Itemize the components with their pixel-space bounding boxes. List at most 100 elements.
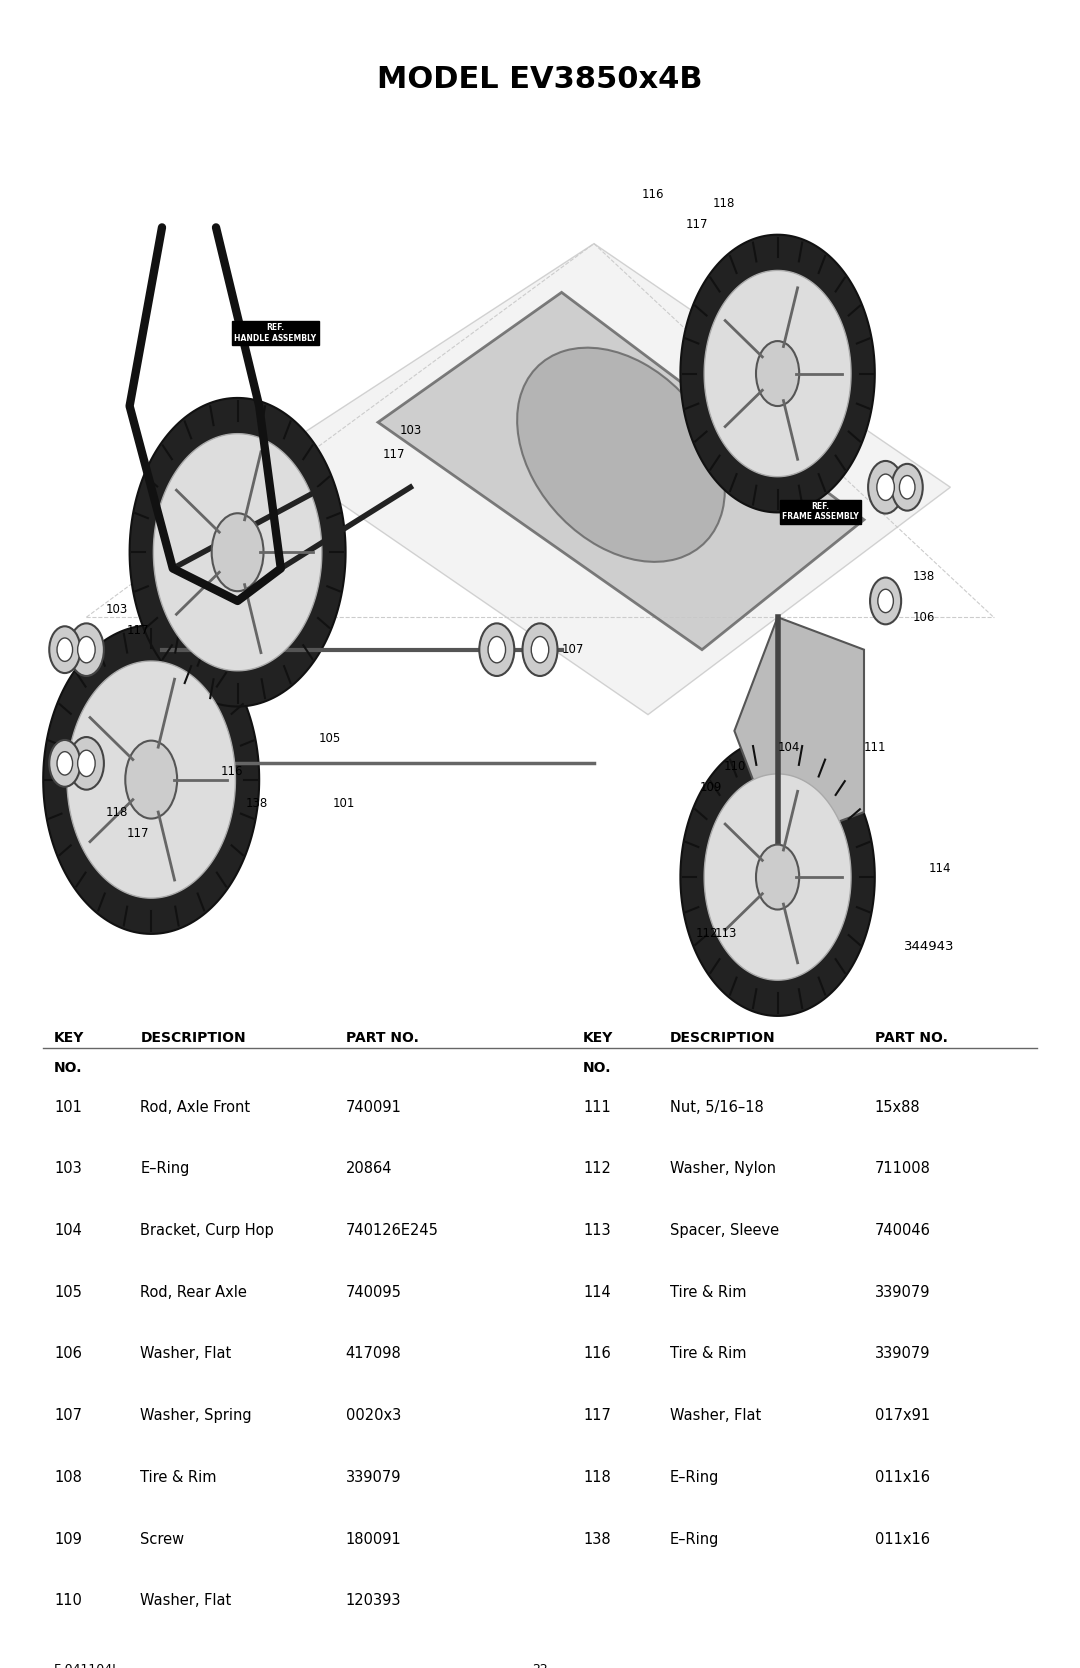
Circle shape — [531, 637, 549, 662]
Circle shape — [69, 737, 104, 789]
Text: Nut, 5/16–18: Nut, 5/16–18 — [670, 1099, 764, 1114]
Text: PART NO.: PART NO. — [875, 1031, 947, 1046]
Text: 106: 106 — [54, 1346, 82, 1361]
Text: 740091: 740091 — [346, 1099, 402, 1114]
Circle shape — [212, 514, 264, 590]
Text: 138: 138 — [246, 797, 268, 811]
Text: 011x16: 011x16 — [875, 1531, 930, 1546]
Text: 138: 138 — [583, 1531, 611, 1546]
Polygon shape — [680, 235, 875, 512]
Text: NO.: NO. — [583, 1061, 611, 1074]
Text: 103: 103 — [54, 1161, 82, 1176]
Circle shape — [892, 464, 922, 510]
Polygon shape — [43, 626, 259, 934]
Circle shape — [69, 624, 104, 676]
Text: 116: 116 — [643, 188, 664, 202]
Text: 120393: 120393 — [346, 1593, 401, 1608]
Text: 417098: 417098 — [346, 1346, 402, 1361]
Text: 138: 138 — [913, 570, 934, 584]
Text: E–Ring: E–Ring — [670, 1470, 719, 1485]
Circle shape — [125, 741, 177, 819]
Text: 112: 112 — [583, 1161, 611, 1176]
Polygon shape — [704, 270, 851, 477]
Text: Tire & Rim: Tire & Rim — [140, 1470, 217, 1485]
Polygon shape — [270, 244, 950, 714]
Text: 111: 111 — [583, 1099, 611, 1114]
Text: Washer, Spring: Washer, Spring — [140, 1408, 252, 1423]
Text: NO.: NO. — [54, 1061, 82, 1074]
Text: 740046: 740046 — [875, 1223, 931, 1238]
Text: 117: 117 — [127, 624, 149, 637]
Text: 180091: 180091 — [346, 1531, 402, 1546]
Text: Rod, Axle Front: Rod, Axle Front — [140, 1099, 251, 1114]
Text: 114: 114 — [583, 1284, 611, 1299]
Text: Tire & Rim: Tire & Rim — [670, 1346, 746, 1361]
Text: 111: 111 — [864, 741, 886, 754]
Circle shape — [900, 475, 915, 499]
Text: 117: 117 — [127, 827, 149, 839]
Circle shape — [57, 752, 72, 776]
Text: 117: 117 — [383, 449, 405, 462]
Text: Washer, Flat: Washer, Flat — [140, 1593, 231, 1608]
Circle shape — [877, 474, 894, 500]
Text: 017x91: 017x91 — [875, 1408, 930, 1423]
Text: 104: 104 — [778, 741, 799, 754]
Text: 112: 112 — [697, 927, 718, 941]
Circle shape — [50, 741, 80, 787]
Text: 107: 107 — [54, 1408, 82, 1423]
Text: 0020x3: 0020x3 — [346, 1408, 401, 1423]
Text: 011x16: 011x16 — [875, 1470, 930, 1485]
Text: 740126E245: 740126E245 — [346, 1223, 438, 1238]
Circle shape — [756, 844, 799, 909]
Text: Rod, Rear Axle: Rod, Rear Axle — [140, 1284, 247, 1299]
Text: 108: 108 — [54, 1470, 82, 1485]
Circle shape — [480, 624, 514, 676]
Polygon shape — [680, 739, 875, 1016]
Text: F-041104L: F-041104L — [54, 1663, 120, 1668]
Text: 110: 110 — [54, 1593, 82, 1608]
Text: KEY: KEY — [54, 1031, 84, 1046]
Text: Washer, Nylon: Washer, Nylon — [670, 1161, 775, 1176]
Text: E–Ring: E–Ring — [140, 1161, 190, 1176]
Text: E–Ring: E–Ring — [670, 1531, 719, 1546]
Circle shape — [488, 637, 505, 662]
Text: 118: 118 — [106, 806, 127, 819]
Text: 20864: 20864 — [346, 1161, 392, 1176]
Text: 107: 107 — [562, 644, 583, 656]
Circle shape — [878, 589, 893, 612]
Circle shape — [50, 626, 80, 674]
Text: 101: 101 — [333, 797, 354, 811]
Polygon shape — [734, 617, 864, 844]
Text: 117: 117 — [686, 217, 707, 230]
Text: KEY: KEY — [583, 1031, 613, 1046]
Text: 109: 109 — [700, 781, 721, 794]
Polygon shape — [153, 434, 322, 671]
Text: 344943: 344943 — [904, 941, 954, 952]
Text: 106: 106 — [913, 610, 934, 624]
Text: MODEL EV3850x4B: MODEL EV3850x4B — [377, 65, 703, 93]
Circle shape — [868, 460, 903, 514]
Text: 103: 103 — [106, 602, 127, 615]
Circle shape — [57, 637, 72, 662]
Polygon shape — [67, 661, 235, 897]
Circle shape — [870, 577, 901, 624]
Text: 339079: 339079 — [875, 1346, 930, 1361]
Text: 116: 116 — [221, 766, 243, 777]
Polygon shape — [378, 292, 864, 649]
Circle shape — [523, 624, 557, 676]
Text: 114: 114 — [929, 862, 950, 876]
Text: 339079: 339079 — [346, 1470, 401, 1485]
Text: DESCRIPTION: DESCRIPTION — [670, 1031, 775, 1046]
Text: Washer, Flat: Washer, Flat — [670, 1408, 760, 1423]
Text: 22: 22 — [532, 1663, 548, 1668]
Circle shape — [78, 751, 95, 777]
Text: 110: 110 — [724, 761, 745, 772]
Text: Spacer, Sleeve: Spacer, Sleeve — [670, 1223, 779, 1238]
Text: 711008: 711008 — [875, 1161, 931, 1176]
Ellipse shape — [517, 347, 725, 562]
Text: 101: 101 — [54, 1099, 82, 1114]
Text: 118: 118 — [583, 1470, 611, 1485]
Text: 15x88: 15x88 — [875, 1099, 920, 1114]
Text: 103: 103 — [400, 424, 421, 437]
Text: 740095: 740095 — [346, 1284, 402, 1299]
